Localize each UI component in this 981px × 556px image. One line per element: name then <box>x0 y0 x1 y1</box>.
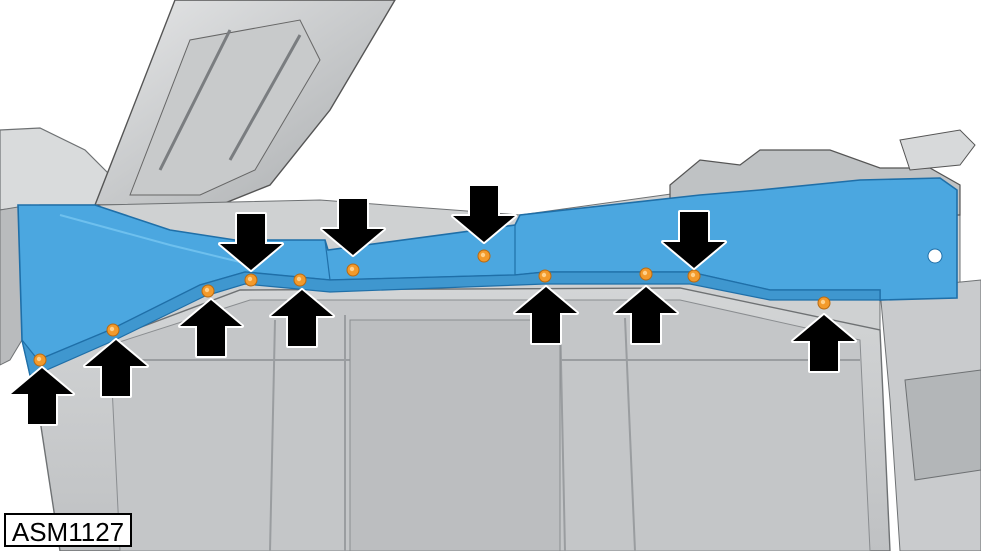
fastener-icon <box>293 273 307 287</box>
cowl-panel-hole <box>927 248 943 264</box>
arrow-icon <box>613 285 679 345</box>
hood-rib-2 <box>228 34 302 161</box>
fastener-icon <box>346 263 360 277</box>
right-bracket <box>899 129 976 171</box>
arrow-icon <box>178 298 244 358</box>
fastener-icon <box>33 353 47 367</box>
fastener-icon <box>817 296 831 310</box>
arrow-icon <box>9 366 75 426</box>
arrow-icon <box>83 338 149 398</box>
arrows <box>9 184 857 426</box>
cowl-panel-seam-1 <box>324 239 331 281</box>
fastener-icon <box>244 273 258 287</box>
floor-raised-block <box>349 319 561 552</box>
arrow-icon <box>218 212 284 272</box>
arrow-icon <box>661 210 727 270</box>
fastener-icon <box>687 269 701 283</box>
arrow-icon <box>320 197 386 257</box>
fastener-icon <box>106 323 120 337</box>
cowl-panel-crease <box>59 214 241 263</box>
fasteners <box>33 249 831 367</box>
hood-rib-1 <box>158 29 232 171</box>
fastener-icon <box>477 249 491 263</box>
fastener-icon <box>639 267 653 281</box>
cowl-panel-highlight <box>17 177 958 378</box>
hood-inner <box>129 19 321 196</box>
arrow-icon <box>451 184 517 244</box>
cowl-panel-flange <box>21 271 881 376</box>
fastener-icon <box>538 269 552 283</box>
arrow-icon <box>269 288 335 348</box>
arrow-icon <box>791 313 857 373</box>
figure-label: ASM1127 <box>4 513 132 547</box>
fastener-icon <box>201 284 215 298</box>
left-fender <box>0 127 111 211</box>
arrow-icon <box>513 285 579 345</box>
right-fender-detail <box>904 369 981 481</box>
